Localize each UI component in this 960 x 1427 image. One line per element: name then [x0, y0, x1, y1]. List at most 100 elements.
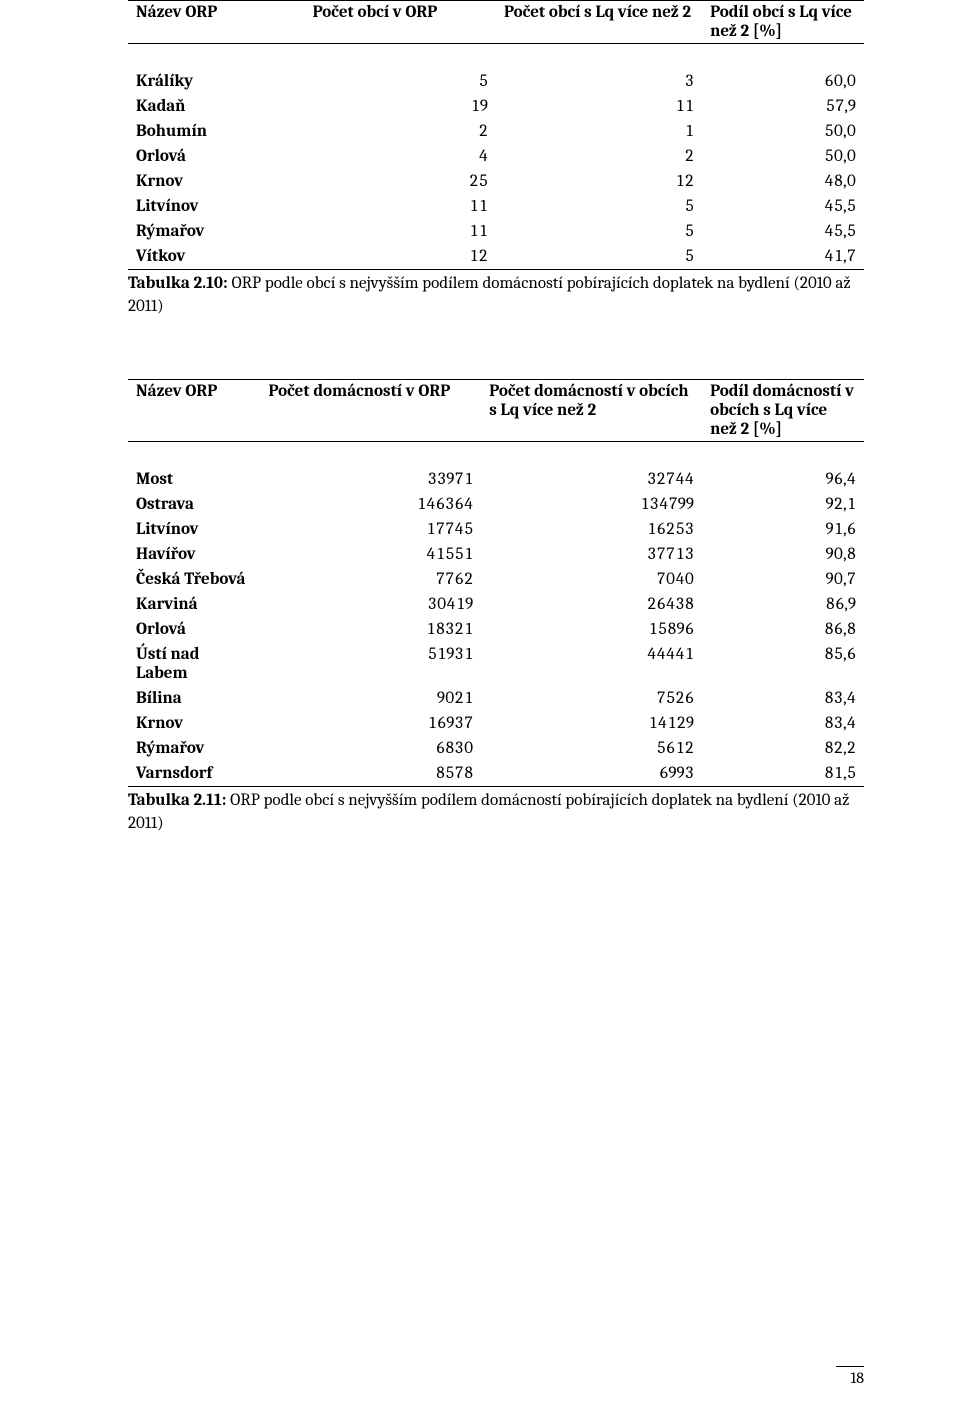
cell-value: 5: [496, 219, 702, 244]
table-row: Česká Třebová 7762 7040 90,7: [128, 567, 864, 592]
cell-value: 83,4: [702, 686, 864, 711]
table-row: Most 33971 32744 96,4: [128, 441, 864, 492]
cell-name: Most: [128, 441, 260, 492]
cell-value: 41551: [260, 542, 481, 567]
cell-name: Krnov: [128, 169, 305, 194]
table-caption: Tabulka 2.10: ORP podle obcí s nejvyšším…: [128, 273, 864, 319]
table-row: Bohumín 2 1 50,0: [128, 119, 864, 144]
col-header: Název ORP: [128, 379, 260, 441]
cell-name: Ostrava: [128, 492, 260, 517]
cell-name: Havířov: [128, 542, 260, 567]
cell-value: 5: [305, 44, 496, 95]
cell-name: Varnsdorf: [128, 761, 260, 787]
table-row: Ostrava 146364 134799 92,1: [128, 492, 864, 517]
col-header: Počet domácností v ORP: [260, 379, 481, 441]
cell-name: Česká Třebová: [128, 567, 260, 592]
cell-value: 11: [496, 94, 702, 119]
cell-value: 18321: [260, 617, 481, 642]
cell-value: 2: [496, 144, 702, 169]
table-row: Ústí nad Labem 51931 44441 85,6: [128, 642, 864, 686]
cell-value: 50,0: [702, 119, 864, 144]
cell-value: 19: [305, 94, 496, 119]
cell-value: 37713: [481, 542, 702, 567]
table-row: Orlová 4 2 50,0: [128, 144, 864, 169]
cell-value: 5: [496, 244, 702, 270]
table-row: Rýmařov 11 5 45,5: [128, 219, 864, 244]
cell-value: 25: [305, 169, 496, 194]
col-header: Počet obcí s Lq více než 2: [496, 1, 702, 44]
cell-name: Vítkov: [128, 244, 305, 270]
table-row: Varnsdorf 8578 6993 81,5: [128, 761, 864, 787]
cell-name: Rýmařov: [128, 736, 260, 761]
cell-value: 14129: [481, 711, 702, 736]
cell-value: 8578: [260, 761, 481, 787]
table-row: Bílina 9021 7526 83,4: [128, 686, 864, 711]
table-header-row: Název ORP Počet domácností v ORP Počet d…: [128, 379, 864, 441]
col-header: Název ORP: [128, 1, 305, 44]
cell-value: 7526: [481, 686, 702, 711]
col-header: Počet obcí v ORP: [305, 1, 496, 44]
cell-value: 30419: [260, 592, 481, 617]
table-row: Králíky 5 3 60,0: [128, 44, 864, 95]
spacer: [128, 319, 864, 379]
table-header-row: Název ORP Počet obcí v ORP Počet obcí s …: [128, 1, 864, 44]
cell-name: Orlová: [128, 144, 305, 169]
caption-label: Tabulka 2.10:: [128, 274, 228, 293]
cell-name: Karviná: [128, 592, 260, 617]
cell-value: 16253: [481, 517, 702, 542]
table-row: Karviná 30419 26438 86,9: [128, 592, 864, 617]
cell-value: 7762: [260, 567, 481, 592]
cell-value: 60,0: [702, 44, 864, 95]
caption-text: ORP podle obcí s nejvyšším podílem domác…: [128, 791, 849, 833]
cell-value: 48,0: [702, 169, 864, 194]
table-caption: Tabulka 2.11: ORP podle obcí s nejvyšším…: [128, 790, 864, 836]
cell-name: Krnov: [128, 711, 260, 736]
cell-value: 32744: [481, 441, 702, 492]
cell-value: 9021: [260, 686, 481, 711]
caption-text: ORP podle obcí s nejvyšším podílem domác…: [128, 274, 851, 316]
cell-value: 92,1: [702, 492, 864, 517]
cell-name: Bohumín: [128, 119, 305, 144]
cell-value: 16937: [260, 711, 481, 736]
cell-value: 45,5: [702, 219, 864, 244]
cell-value: 44441: [481, 642, 702, 686]
cell-value: 45,5: [702, 194, 864, 219]
cell-value: 12: [305, 244, 496, 270]
cell-value: 11: [305, 194, 496, 219]
col-header: Podíl domácností v obcích s Lq více než …: [702, 379, 864, 441]
cell-name: Litvínov: [128, 517, 260, 542]
cell-name: Bílina: [128, 686, 260, 711]
cell-value: 17745: [260, 517, 481, 542]
cell-name: Orlová: [128, 617, 260, 642]
cell-value: 11: [305, 219, 496, 244]
cell-value: 82,2: [702, 736, 864, 761]
table-row: Rýmařov 6830 5612 82,2: [128, 736, 864, 761]
cell-value: 90,7: [702, 567, 864, 592]
cell-value: 134799: [481, 492, 702, 517]
cell-value: 12: [496, 169, 702, 194]
cell-value: 26438: [481, 592, 702, 617]
table-row: Krnov 25 12 48,0: [128, 169, 864, 194]
cell-value: 96,4: [702, 441, 864, 492]
cell-value: 85,6: [702, 642, 864, 686]
cell-value: 90,8: [702, 542, 864, 567]
cell-value: 7040: [481, 567, 702, 592]
cell-value: 2: [305, 119, 496, 144]
cell-value: 50,0: [702, 144, 864, 169]
cell-value: 4: [305, 144, 496, 169]
cell-value: 51931: [260, 642, 481, 686]
col-header: Podíl obcí s Lq více než 2 [%]: [702, 1, 864, 44]
caption-label: Tabulka 2.11:: [128, 791, 226, 810]
page-number: 18: [836, 1366, 864, 1387]
cell-value: 5612: [481, 736, 702, 761]
cell-value: 5: [496, 194, 702, 219]
cell-name: Kadaň: [128, 94, 305, 119]
cell-value: 81,5: [702, 761, 864, 787]
cell-name: Ústí nad Labem: [128, 642, 260, 686]
cell-name: Litvínov: [128, 194, 305, 219]
cell-value: 1: [496, 119, 702, 144]
cell-name: Králíky: [128, 44, 305, 95]
page: Název ORP Počet obcí v ORP Počet obcí s …: [0, 0, 960, 1427]
table-row: Orlová 18321 15896 86,8: [128, 617, 864, 642]
cell-value: 33971: [260, 441, 481, 492]
